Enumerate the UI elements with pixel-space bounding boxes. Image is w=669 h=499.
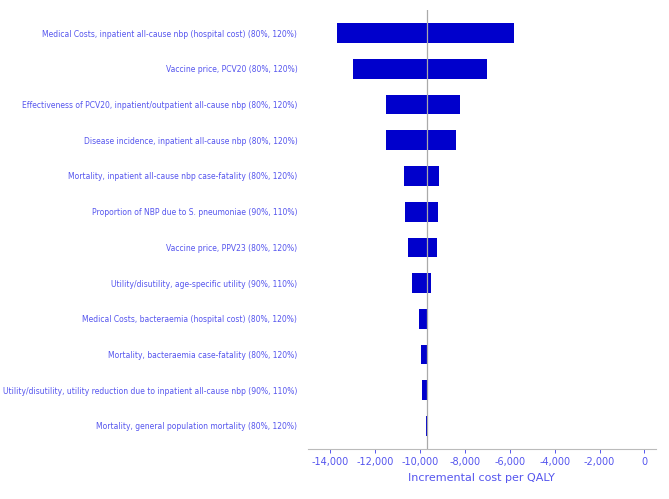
Bar <box>353 59 487 79</box>
X-axis label: Incremental cost per QALY: Incremental cost per QALY <box>408 473 555 483</box>
Bar <box>419 309 427 329</box>
Bar <box>407 238 437 257</box>
Bar <box>421 345 427 364</box>
Bar <box>386 130 456 150</box>
Bar <box>422 380 427 400</box>
Bar <box>405 202 438 222</box>
Bar <box>425 416 427 436</box>
Bar <box>412 273 432 293</box>
Bar <box>337 23 514 43</box>
Bar <box>386 95 460 114</box>
Bar <box>404 166 439 186</box>
